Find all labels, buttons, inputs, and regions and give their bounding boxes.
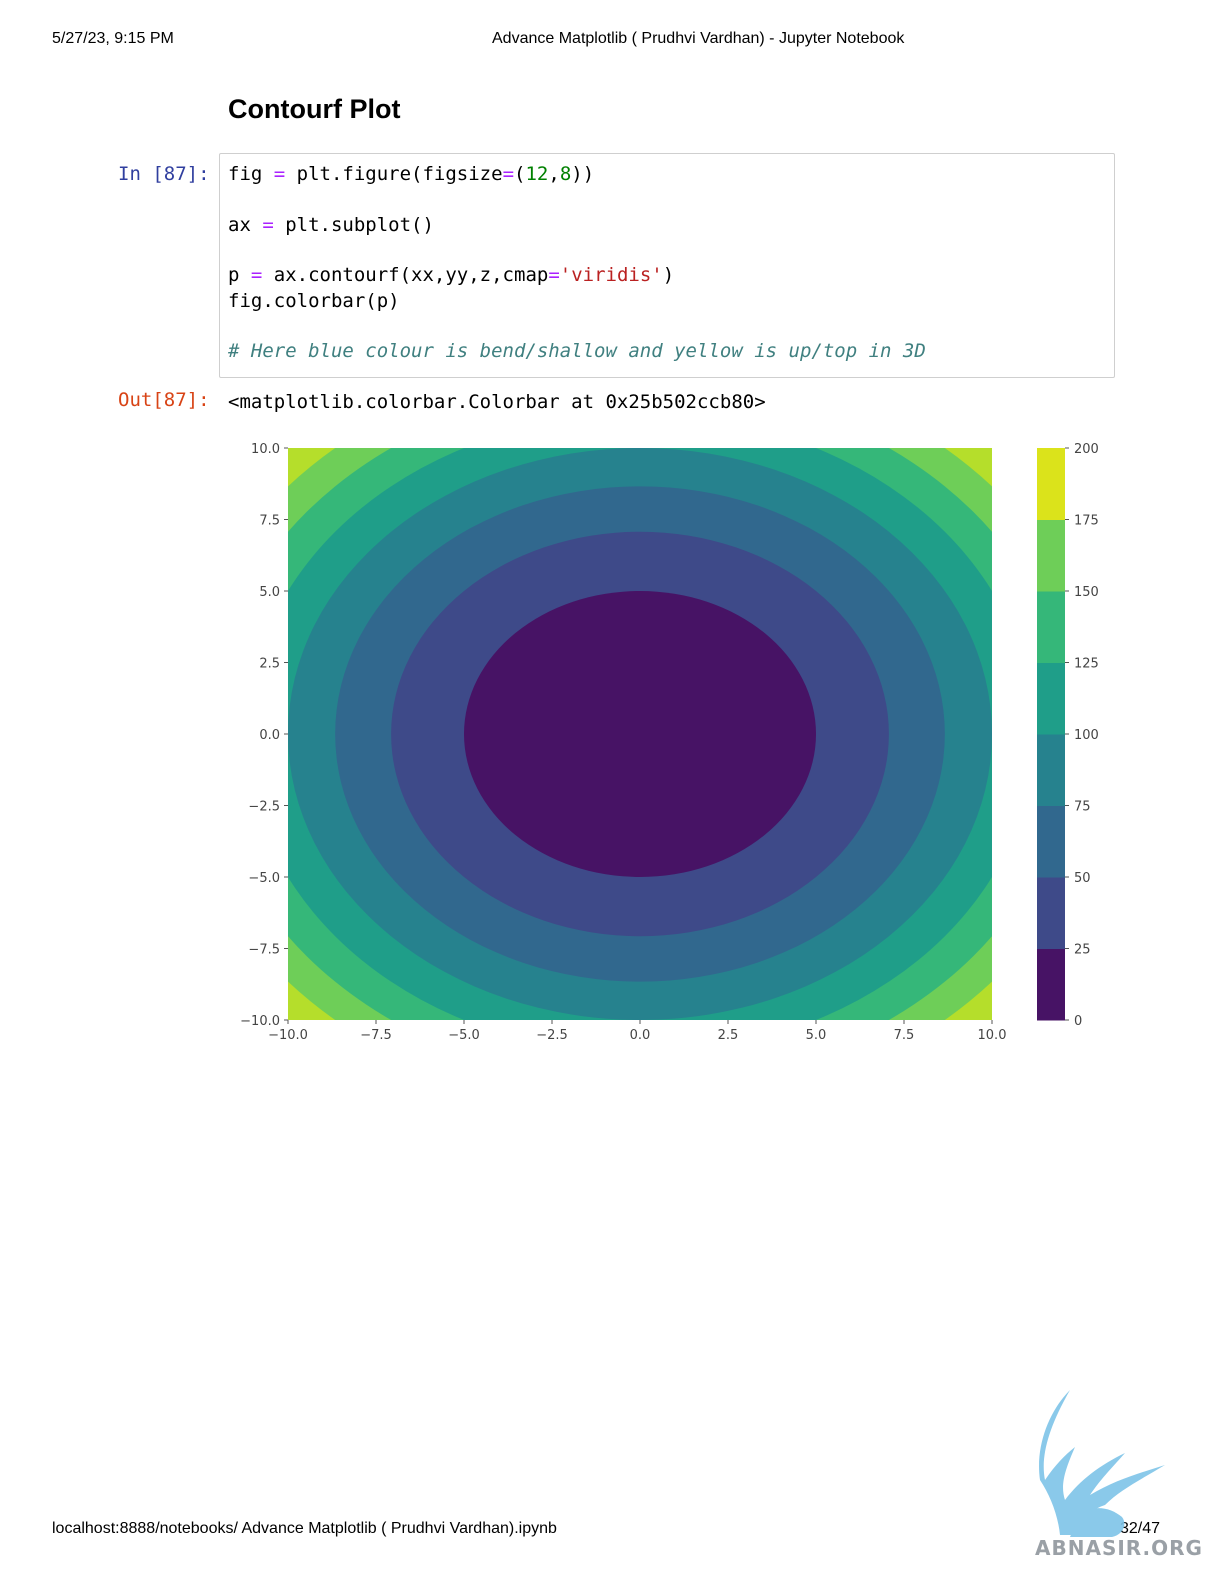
x-tick-label: 7.5 bbox=[894, 1028, 915, 1043]
colorbar-tick-label: 175 bbox=[1074, 514, 1099, 529]
colorbar-tick-label: 200 bbox=[1074, 442, 1099, 457]
input-prompt: In [87]: bbox=[118, 163, 210, 185]
y-tick-label: −7.5 bbox=[248, 943, 280, 958]
y-tick-label: −5.0 bbox=[248, 871, 280, 886]
watermark-text: ABNASIR.ORG bbox=[1035, 1536, 1203, 1560]
contour-fills bbox=[288, 448, 992, 1020]
colorbar-swatch bbox=[1037, 948, 1065, 1021]
print-page-title: Advance Matplotlib ( Prudhvi Vardhan) - … bbox=[492, 30, 905, 47]
x-tick-label: 2.5 bbox=[718, 1028, 739, 1043]
x-tick-label: −5.0 bbox=[448, 1028, 480, 1043]
code-line-4: fig.colorbar(p) bbox=[228, 290, 400, 312]
colorbar-swatch bbox=[1037, 519, 1065, 592]
colorbar-swatch bbox=[1037, 805, 1065, 878]
code-comment: # Here blue colour is bend/shallow and y… bbox=[228, 340, 926, 362]
watermark-logo: ABNASIR.ORG bbox=[1035, 1390, 1203, 1560]
colorbar-swatch bbox=[1037, 662, 1065, 735]
colorbar-tick-label: 25 bbox=[1074, 943, 1091, 958]
print-url: localhost:8888/notebooks/ Advance Matplo… bbox=[52, 1520, 557, 1537]
code-line-1: fig = plt.figure(figsize=(12,8)) bbox=[228, 163, 595, 185]
colorbar-swatch bbox=[1037, 448, 1065, 520]
code-cell[interactable]: fig = plt.figure(figsize=(12,8)) ax = pl… bbox=[219, 153, 1115, 378]
x-tick-label: 5.0 bbox=[806, 1028, 827, 1043]
code-line-3: p = ax.contourf(xx,yy,z,cmap='viridis') bbox=[228, 264, 675, 286]
colorbar-tick-label: 0 bbox=[1074, 1014, 1082, 1029]
colorbar-tick-label: 50 bbox=[1074, 871, 1091, 886]
code-line-2: ax = plt.subplot() bbox=[228, 214, 434, 236]
colorbar-tick-label: 150 bbox=[1074, 585, 1099, 600]
colorbar-tick-label: 75 bbox=[1074, 800, 1091, 815]
y-tick-label: −10.0 bbox=[240, 1014, 280, 1029]
output-prompt: Out[87]: bbox=[118, 389, 210, 411]
y-tick-label: −2.5 bbox=[248, 800, 280, 815]
y-tick-label: 0.0 bbox=[259, 728, 280, 743]
section-heading: Contourf Plot bbox=[228, 94, 401, 124]
colorbar-tick-label: 100 bbox=[1074, 728, 1099, 743]
colorbar: 200 175 150 125 100 75 50 25 0 bbox=[1037, 442, 1099, 1029]
print-datetime: 5/27/23, 9:15 PM bbox=[52, 30, 174, 47]
output-text: <matplotlib.colorbar.Colorbar at 0x25b50… bbox=[228, 391, 766, 413]
y-axis: 10.0 7.5 5.0 2.5 0.0 −2.5 −5.0 −7.5 −10.0 bbox=[240, 442, 288, 1029]
x-tick-label: −7.5 bbox=[360, 1028, 392, 1043]
contour-band-0 bbox=[464, 591, 816, 877]
colorbar-swatch bbox=[1037, 877, 1065, 949]
y-tick-label: 2.5 bbox=[259, 657, 280, 672]
x-tick-label: 0.0 bbox=[630, 1028, 651, 1043]
colorbar-tick-label: 125 bbox=[1074, 657, 1099, 672]
x-tick-label: −10.0 bbox=[268, 1028, 308, 1043]
x-tick-label: −2.5 bbox=[536, 1028, 568, 1043]
colorbar-swatch bbox=[1037, 734, 1065, 806]
x-tick-label: 10.0 bbox=[978, 1028, 1007, 1043]
page-number: 32/47 bbox=[1120, 1520, 1161, 1537]
y-tick-label: 7.5 bbox=[259, 514, 280, 529]
y-tick-label: 5.0 bbox=[259, 585, 280, 600]
y-tick-label: 10.0 bbox=[251, 442, 280, 457]
x-axis: −10.0 −7.5 −5.0 −2.5 0.0 2.5 5.0 7.5 10.0 bbox=[268, 1020, 1006, 1043]
colorbar-swatch bbox=[1037, 591, 1065, 663]
contourf-plot: −10.0 −7.5 −5.0 −2.5 0.0 2.5 5.0 7.5 10.0 10.0 7.… bbox=[240, 442, 1099, 1043]
